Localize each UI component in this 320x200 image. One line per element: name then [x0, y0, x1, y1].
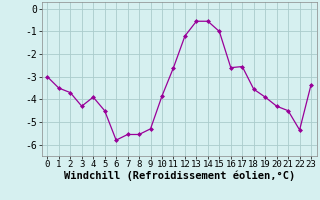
- X-axis label: Windchill (Refroidissement éolien,°C): Windchill (Refroidissement éolien,°C): [64, 171, 295, 181]
